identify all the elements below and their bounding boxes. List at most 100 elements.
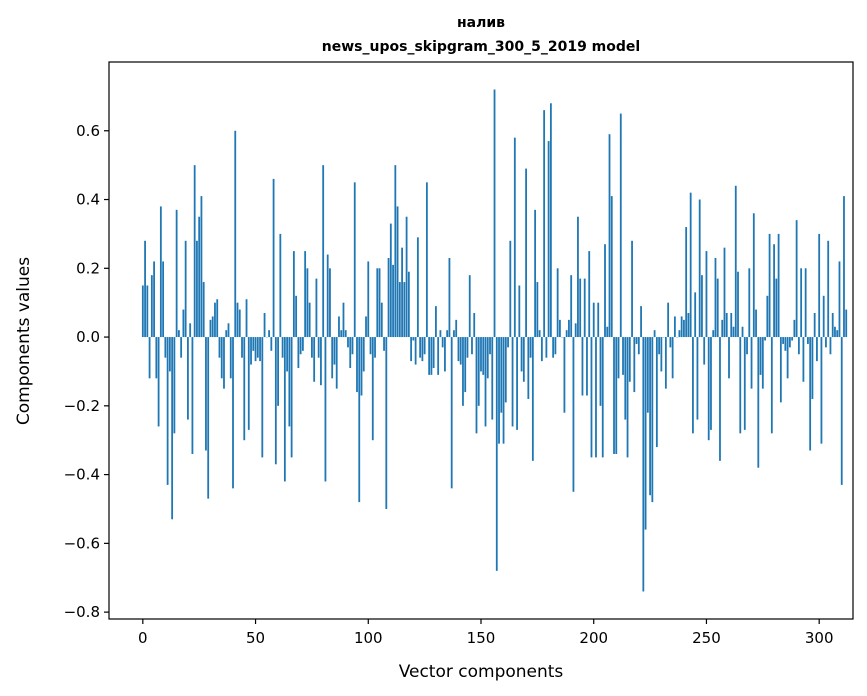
bar-189 [568,319,570,338]
bar-25 [198,216,201,338]
bar-22 [191,337,194,454]
bar-88 [340,330,343,338]
bar-35 [220,337,223,379]
bar-194 [579,278,582,338]
bar-241 [685,227,688,338]
x-tick-label: 150 [467,629,496,647]
bar-90 [344,330,347,338]
bar-279 [770,337,773,434]
bar-138 [453,330,455,338]
bar-135 [446,330,449,338]
bar-41 [234,130,237,338]
bar-45 [243,337,246,441]
bar-129 [432,337,435,368]
bar-114 [398,282,401,338]
bar-302 [822,295,825,338]
bar-294 [804,268,807,338]
bar-292 [800,268,803,338]
bar-72 [304,251,307,338]
bar-111 [392,264,394,338]
bar-261 [730,312,733,338]
bar-251 [707,337,710,441]
bar-102 [371,337,374,441]
bar-217 [631,240,633,338]
bar-1 [144,240,146,338]
bar-180 [547,141,550,338]
bar-287 [788,337,791,348]
bar-105 [378,268,381,338]
bar-285 [784,337,787,351]
bar-220 [637,337,640,355]
bar-86 [335,337,338,389]
bar-236 [673,316,676,338]
bar-153 [486,337,489,379]
bar-34 [218,337,221,358]
bar-288 [791,337,794,341]
bar-61 [279,233,282,338]
bar-8 [159,206,162,338]
bar-176 [538,330,541,338]
bar-286 [786,337,789,379]
bar-11 [166,337,169,485]
bar-46 [245,299,248,338]
bar-272 [755,309,757,338]
bar-128 [430,337,433,375]
bar-115 [401,247,403,338]
bar-184 [556,268,559,338]
y-axis-ticks: −0.8 −0.6 −0.4 −0.2 0.0 0.2 0.4 0.6 [64,122,109,621]
plot-frame [108,61,854,620]
bar-210 [615,337,618,454]
bar-96 [358,337,361,503]
bar-101 [369,337,372,355]
bar-87 [338,316,340,338]
bar-230 [660,337,663,372]
bar-164 [511,337,514,427]
bar-239 [680,316,683,338]
bar-85 [333,337,336,365]
bar-165 [513,137,516,338]
bar-289 [793,319,796,338]
bar-124 [421,337,424,362]
bar-13 [171,337,174,520]
bar-12 [168,337,171,372]
x-tick-label: 250 [692,629,721,647]
bar-137 [450,337,453,489]
bar-133 [441,337,444,348]
x-axis-ticks: 0 50 100 150 200 250 300 [138,619,834,647]
bar-305 [829,337,832,355]
bar-28 [205,337,207,451]
bar-68 [295,295,298,338]
bar-225 [649,337,651,496]
bar-116 [403,282,406,338]
bar-95 [356,337,358,393]
bar-43 [238,309,241,338]
bar-93 [351,337,354,355]
bar-293 [802,337,805,382]
bar-283 [779,337,782,403]
bar-299 [816,337,818,362]
bar-75 [311,337,313,358]
bar-246 [696,337,699,420]
bar-214 [624,337,627,420]
bar-183 [554,337,557,355]
bar-141 [459,337,462,365]
bar-188 [565,330,568,338]
bar-38 [227,323,230,338]
bar-209 [613,337,615,454]
bar-275 [761,337,764,389]
bar-106 [380,302,383,338]
bar-307 [834,326,836,338]
bar-130 [435,306,437,338]
x-tick-label: 200 [579,629,608,647]
bar-42 [236,302,239,338]
bar-32 [214,302,216,338]
bar-152 [484,337,487,427]
bar-255 [716,278,719,338]
bar-207 [608,134,611,338]
bar-228 [655,337,658,448]
bar-233 [667,302,670,338]
bar-268 [746,337,748,355]
bar-166 [516,337,518,430]
bar-29 [207,337,210,499]
